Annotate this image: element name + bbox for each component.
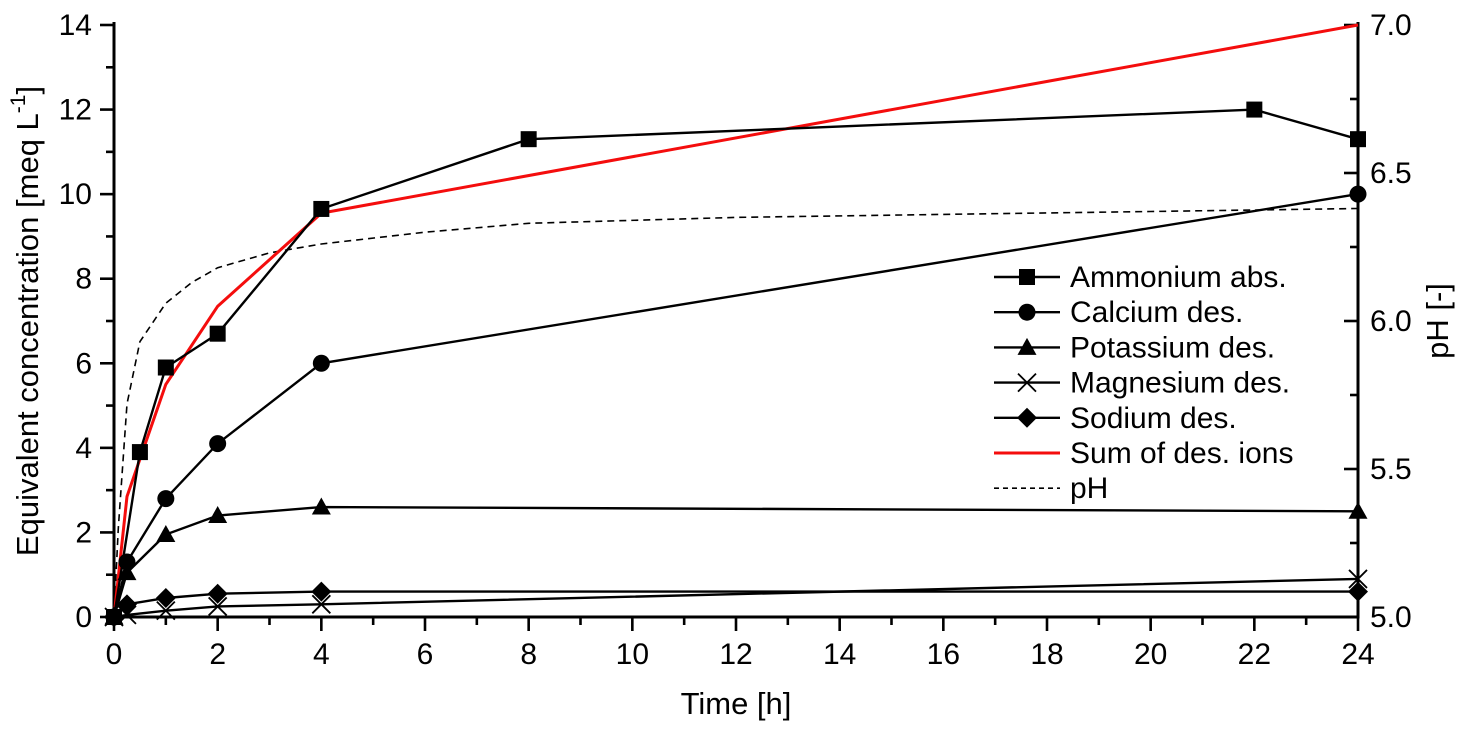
- x-stroke: [311, 594, 331, 614]
- square-marker: [1246, 101, 1263, 118]
- diamond-marker: [207, 583, 228, 604]
- square-marker: [313, 200, 330, 217]
- diamond-marker: [155, 587, 176, 608]
- x-axis-title: Time [h]: [681, 686, 792, 721]
- triangle-up-marker: [117, 563, 137, 581]
- y-left-tick-label: 4: [75, 432, 92, 465]
- x-tick-label: 16: [927, 638, 960, 671]
- diamond-marker: [116, 594, 137, 615]
- x-tick-label: 14: [823, 638, 856, 671]
- y-right-tick-label: 6.5: [1370, 157, 1412, 190]
- triangle-up-marker: [311, 497, 331, 515]
- circle-marker: [157, 490, 175, 508]
- ticks: 0 2 4 6 8 10 12 14 16 18 20 22 24024681012145.05.56.…: [59, 9, 1412, 671]
- x-marker: [156, 601, 176, 621]
- x-marker: [1348, 569, 1368, 589]
- square-marker: [131, 444, 148, 461]
- x-tick-label: 20: [1134, 638, 1167, 671]
- x-tick-label: 8: [520, 638, 537, 671]
- x-tick-label: 4: [313, 638, 330, 671]
- y-right-tick-label: 5.5: [1370, 453, 1412, 486]
- square-marker: [1350, 131, 1366, 148]
- legend-item-magnesium-des: Magnesium des.: [994, 367, 1290, 400]
- series-line-ammonium-abs: [112, 108, 1359, 618]
- circle-marker: [118, 553, 136, 571]
- triangle-up-marker: [1348, 501, 1368, 519]
- legend-label: Calcium des.: [1070, 296, 1243, 329]
- square-marker: [520, 131, 537, 148]
- series-line-potassium-des: [112, 505, 1359, 618]
- triangle-up-marker: [208, 506, 228, 524]
- circle-marker: [1018, 303, 1036, 321]
- square-marker: [1019, 269, 1035, 285]
- y-left-tick-label: 12: [59, 94, 92, 127]
- legend-item-sodium-des: Sodium des.: [994, 402, 1237, 435]
- x-stroke: [1017, 372, 1037, 393]
- y-left-tick-label: 0: [75, 601, 92, 634]
- axis-titles: Time [h] Equivalent concentration [meq L-…: [7, 86, 1455, 721]
- x-tick-label: 6: [417, 638, 434, 671]
- y-left-tick-label: 8: [75, 263, 92, 296]
- circle-marker: [312, 354, 330, 372]
- y-left-tick-label: 2: [75, 516, 92, 549]
- series-markers: [104, 101, 1368, 627]
- y-axis-right-title: pH [-]: [1420, 283, 1455, 359]
- x-stroke: [156, 601, 176, 621]
- x-tick-label: 24: [1341, 638, 1374, 671]
- x-stroke: [117, 605, 137, 625]
- x-tick-label: 0: [106, 638, 123, 671]
- y-axis-left-title: Equivalent concentration [meq L-1]: [7, 86, 45, 556]
- triangle-up-marker: [156, 525, 176, 543]
- y-right-tick-label: 7.0: [1370, 9, 1412, 42]
- legend-item-sum-of-des-ions: Sum of des. ions: [994, 437, 1293, 470]
- square-marker: [209, 325, 226, 342]
- x-marker: [117, 605, 137, 625]
- x-tick-label: 10: [616, 638, 649, 671]
- y-left-tick-label: 14: [59, 9, 92, 42]
- circle-marker: [1349, 185, 1367, 203]
- legend: Ammonium abs.Calcium des.Potassium des.M…: [994, 261, 1293, 505]
- diamond-marker: [1017, 407, 1037, 428]
- x-stroke: [1348, 569, 1368, 589]
- series-line-ph: [113, 207, 1359, 618]
- y-right-tick-label: 5.0: [1370, 601, 1412, 634]
- diamond-marker: [1348, 581, 1368, 602]
- legend-item-ammonium-abs: Ammonium abs.: [994, 261, 1287, 294]
- legend-label: pH: [1070, 472, 1108, 505]
- y-right-tick-label: 6.0: [1370, 305, 1412, 338]
- legend-label: Sum of des. ions: [1070, 437, 1293, 470]
- legend-label: Potassium des.: [1070, 331, 1275, 364]
- legend-item-calcium-des: Calcium des.: [994, 296, 1243, 329]
- x-marker: [1017, 372, 1037, 393]
- x-marker: [311, 594, 331, 614]
- square-marker: [157, 359, 174, 376]
- x-tick-label: 18: [1030, 638, 1063, 671]
- series-line-sum-of-des-ions: [112, 23, 1359, 618]
- x-tick-label: 22: [1238, 638, 1271, 671]
- legend-label: Ammonium abs.: [1070, 261, 1287, 294]
- x-marker: [208, 596, 228, 617]
- triangle-up-marker: [1017, 337, 1037, 355]
- legend-item-ph: pH: [994, 472, 1108, 505]
- x-tick-label: 12: [719, 638, 752, 671]
- x-tick-label: 2: [209, 638, 226, 671]
- legend-label: Sodium des.: [1070, 402, 1237, 435]
- series-line-magnesium-des: [113, 577, 1359, 619]
- legend-item-potassium-des: Potassium des.: [994, 331, 1275, 364]
- x-stroke: [208, 596, 228, 617]
- y-left-tick-label: 10: [59, 178, 92, 211]
- legend-label: Magnesium des.: [1070, 367, 1290, 400]
- diamond-marker: [104, 607, 124, 627]
- series-markers-sodium-des: [104, 581, 1368, 627]
- circle-marker: [209, 435, 227, 453]
- diamond-marker: [311, 581, 332, 602]
- y-left-tick-label: 6: [75, 347, 92, 380]
